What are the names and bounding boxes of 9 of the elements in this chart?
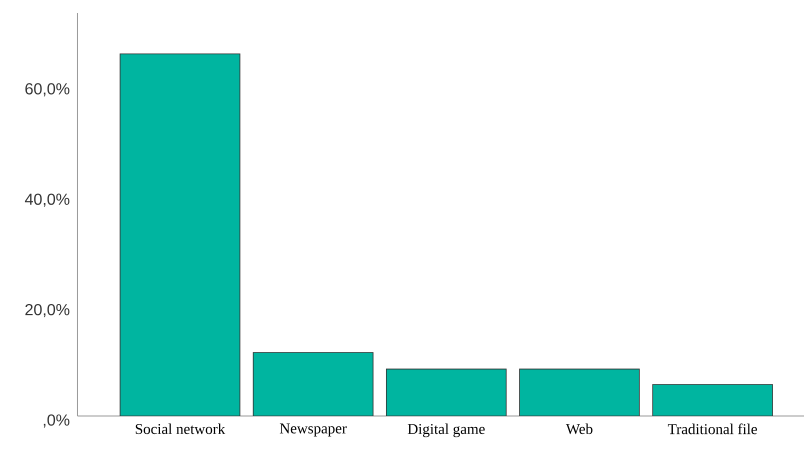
y-tick-label: 60,0% — [25, 83, 70, 96]
x-tick-label: Newspaper — [280, 424, 347, 437]
x-tick-label: Digital game — [408, 424, 485, 438]
x-tick-label: Traditional file — [668, 424, 758, 434]
x-tick-label: Web — [566, 424, 592, 434]
y-tick-label: 40,0% — [24, 194, 70, 207]
y-tick-label: 20,0% — [25, 304, 70, 318]
y-tick-label: ,0% — [44, 414, 70, 428]
x-tick-label: Social network — [136, 424, 226, 434]
